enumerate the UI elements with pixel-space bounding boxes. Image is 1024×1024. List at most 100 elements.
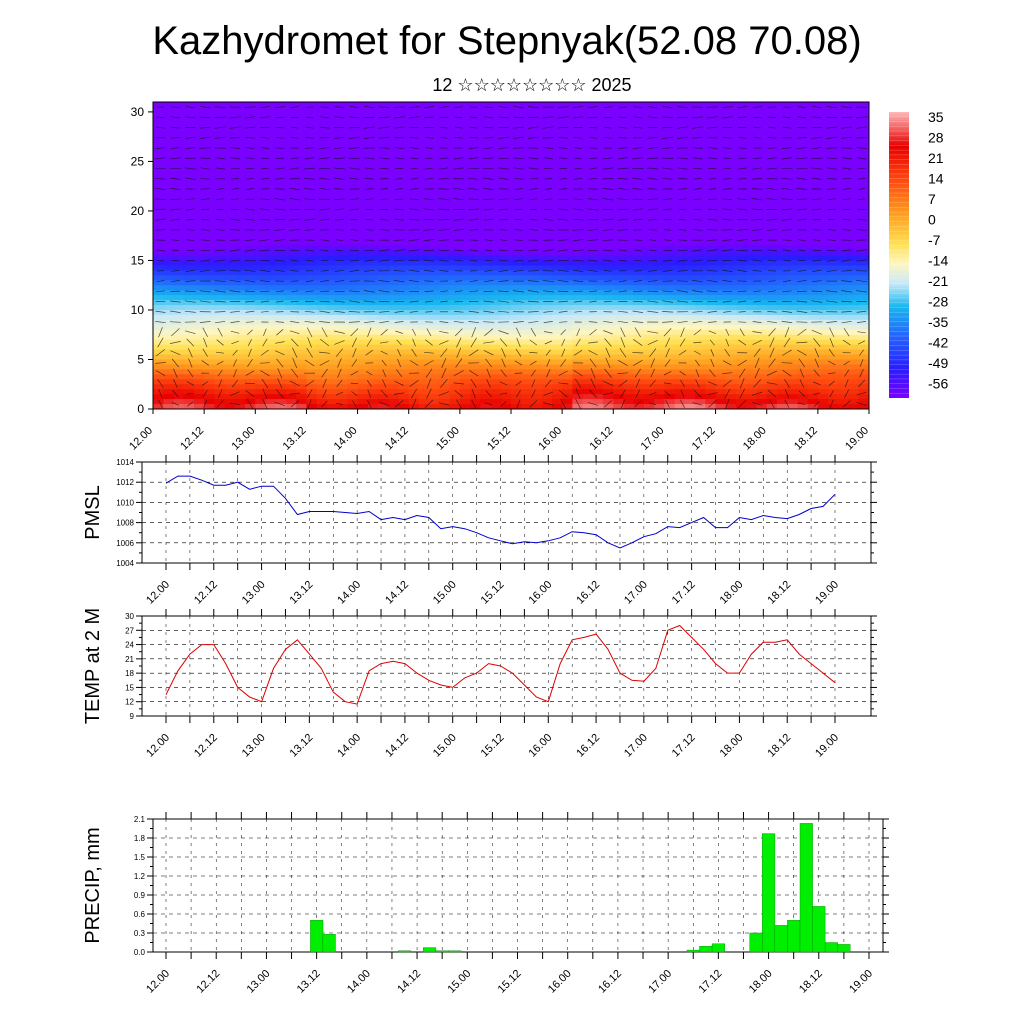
temp-cell <box>828 265 839 271</box>
temp-cell <box>858 146 869 153</box>
temp-cell <box>674 230 686 237</box>
temp-cell <box>193 136 205 143</box>
temp-cell <box>214 171 226 177</box>
temp-cell <box>664 151 676 158</box>
temp-cell <box>337 181 348 187</box>
temp-cell <box>234 250 246 257</box>
wind-arrow <box>154 177 166 180</box>
temp-cell <box>623 290 635 296</box>
temp-cell <box>500 220 512 227</box>
temp-cell <box>582 324 594 331</box>
temp-cell <box>480 404 492 409</box>
wind-arrow <box>453 382 465 385</box>
temp-cell <box>285 354 297 361</box>
temp-cell <box>224 201 236 207</box>
temp-cell <box>306 280 318 286</box>
temp-cell <box>715 176 727 182</box>
temp-cell <box>572 344 584 351</box>
temp-cell <box>511 240 522 247</box>
temp-cell <box>490 265 502 271</box>
temp-cell <box>817 374 829 380</box>
temp-cell <box>470 146 481 153</box>
temp-cell <box>562 349 573 356</box>
temp-cell <box>408 394 420 400</box>
temp-cell <box>828 245 839 252</box>
temp-cell <box>357 305 369 311</box>
wind-arrow <box>171 106 180 108</box>
temp-cell <box>715 389 727 395</box>
temp-cell <box>347 339 359 346</box>
temp-cell <box>654 126 666 133</box>
temp-cell <box>296 215 308 222</box>
temp-cell <box>173 270 185 276</box>
wind-arrow <box>379 228 389 231</box>
temp-cell <box>746 275 758 281</box>
temp-cell <box>705 205 717 212</box>
temp-cell <box>388 245 400 252</box>
temp-cell <box>838 314 850 321</box>
temp-cell <box>828 300 839 306</box>
temp-cell <box>480 314 492 321</box>
temp-cell <box>367 141 379 148</box>
temp-cell <box>337 116 348 123</box>
temp-cell <box>163 354 175 361</box>
temp-cell <box>684 280 696 286</box>
temp-cell <box>531 156 543 163</box>
temp-cell <box>531 146 543 153</box>
temp-cell <box>592 166 604 172</box>
temp-cell <box>347 280 359 286</box>
temp-cell <box>521 235 533 242</box>
temp-cell <box>633 270 645 276</box>
wind-arrow <box>378 137 390 139</box>
temp-cell <box>797 280 809 286</box>
temp-cell <box>654 389 666 395</box>
temp-cell <box>551 404 563 409</box>
temp-cell <box>572 364 584 370</box>
temp-cell <box>163 166 175 172</box>
temp-cell <box>654 364 666 370</box>
temp-cell <box>234 121 246 128</box>
temp-cell <box>193 329 205 336</box>
wind-arrow <box>289 330 300 335</box>
wind-arrow <box>202 381 209 386</box>
temp-cell <box>746 181 758 187</box>
temp-cell <box>408 255 420 262</box>
temp-cell <box>285 389 297 395</box>
temp-cell <box>224 255 236 262</box>
temp-cell <box>521 280 533 286</box>
temp-cell <box>429 121 440 128</box>
temp-cell <box>582 275 594 281</box>
temp-cell <box>480 205 492 212</box>
temp-cell <box>817 106 829 113</box>
temp-cell <box>378 309 389 316</box>
temp-cell <box>725 300 737 306</box>
temp-cell <box>337 230 348 237</box>
temp-cell <box>459 399 471 405</box>
temp-cell <box>592 354 604 361</box>
temp-cell <box>296 201 308 207</box>
temp-cell <box>378 156 389 163</box>
temp-cell <box>367 260 379 266</box>
temp-cell <box>695 344 706 351</box>
temp-cell <box>551 285 563 291</box>
temp-cell <box>367 151 379 158</box>
temp-cell <box>193 156 205 163</box>
temp-cell <box>582 111 594 118</box>
temp-cell <box>316 151 328 158</box>
temp-cell <box>633 329 645 336</box>
temp-cell <box>736 161 747 167</box>
temp-cell <box>490 344 502 351</box>
temp-cell <box>357 106 369 113</box>
wind-arrow <box>395 330 404 334</box>
temp-cell <box>828 319 839 326</box>
temp-cell <box>490 220 502 227</box>
temp-cell <box>326 260 338 266</box>
temp-cell <box>817 240 829 247</box>
temp-cell <box>817 245 829 252</box>
temp-cell <box>418 176 430 182</box>
temp-cell <box>633 374 645 380</box>
temp-cell <box>480 121 492 128</box>
temp-cell <box>858 141 869 148</box>
temp-cell <box>551 255 563 262</box>
temp-cell <box>347 146 359 153</box>
